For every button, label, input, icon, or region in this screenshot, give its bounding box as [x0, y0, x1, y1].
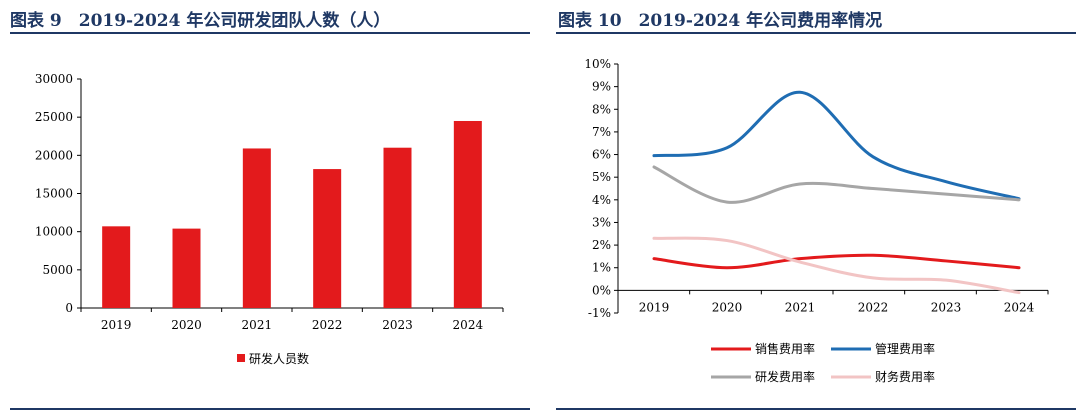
legend-swatch — [237, 354, 245, 362]
right-chart-title: 图表 10 2019-2024 年公司费用率情况 — [558, 11, 883, 31]
left-chart-title: 图表 9 2019-2024 年公司研发团队人数（人） — [10, 11, 391, 31]
y-tick-label: 30000 — [35, 72, 73, 86]
y-tick-label: 10% — [584, 57, 611, 71]
y-tick-label: -1% — [588, 306, 611, 320]
legend-label: 财务费用率 — [875, 369, 935, 384]
series-line — [652, 253, 1021, 270]
y-tick-label: 10000 — [35, 225, 73, 239]
bar — [242, 148, 271, 308]
bar-chart: 0 5000 10000 15000 20000 25000 30000 2019 2020 20… — [35, 72, 504, 366]
y-tick-label: 9% — [592, 80, 611, 94]
right-panel: 图表 10 2019-2024 年公司费用率情况 -1% 0% 1% 2% 3% 4% 5%… — [556, 0, 1080, 412]
bar — [102, 226, 131, 308]
x-tick-label: 2021 — [785, 300, 816, 314]
y-tick-label: 20000 — [35, 148, 73, 162]
series-line — [652, 165, 1021, 204]
x-tick-label: 2024 — [453, 318, 484, 332]
y-tick-label: 5% — [592, 170, 611, 184]
y-tick-label: 25000 — [35, 110, 73, 124]
y-tick-label: 6% — [592, 148, 611, 162]
x-tick-label: 2019 — [639, 300, 670, 314]
bar — [453, 120, 482, 308]
y-tick-label: 7% — [592, 125, 611, 139]
bar — [383, 147, 412, 308]
series-line — [652, 90, 1021, 201]
x-tick-label: 2023 — [931, 300, 962, 314]
x-tick-label: 2022 — [312, 318, 343, 332]
y-tick-label: 8% — [592, 102, 611, 116]
legend-label: 研发人员数 — [249, 351, 309, 366]
x-tick-label: 2021 — [242, 318, 273, 332]
line-chart: -1% 0% 1% 2% 3% 4% 5% 6% 7% 8% 9% 10% 2019 2020 2021 20… — [584, 57, 1049, 384]
left-panel: 图表 9 2019-2024 年公司研发团队人数（人） 0 5000 10000 15… — [0, 0, 530, 412]
y-tick-label: 0 — [65, 301, 73, 315]
right-title-rule — [556, 32, 1076, 34]
legend-label: 管理费用率 — [875, 341, 935, 356]
left-title-rule — [10, 32, 530, 34]
y-tick-label: 0% — [592, 283, 611, 297]
x-tick-label: 2022 — [858, 300, 889, 314]
y-tick-label: 2% — [592, 238, 611, 252]
legend-label: 研发费用率 — [755, 369, 815, 384]
x-tick-label: 2023 — [382, 318, 413, 332]
right-bottom-rule — [556, 408, 1076, 410]
y-tick-label: 15000 — [35, 187, 73, 201]
bar — [172, 228, 201, 308]
y-tick-label: 5000 — [42, 263, 73, 277]
x-tick-label: 2019 — [101, 318, 132, 332]
x-tick-label: 2020 — [171, 318, 202, 332]
x-tick-label: 2024 — [1004, 300, 1035, 314]
legend-label: 销售费用率 — [755, 341, 815, 356]
series-line — [652, 236, 1021, 295]
y-tick-label: 4% — [592, 193, 611, 207]
y-tick-label: 3% — [592, 215, 611, 229]
x-tick-label: 2020 — [712, 300, 743, 314]
left-bottom-rule — [10, 408, 530, 410]
bar — [313, 169, 342, 308]
y-tick-label: 1% — [592, 261, 611, 275]
